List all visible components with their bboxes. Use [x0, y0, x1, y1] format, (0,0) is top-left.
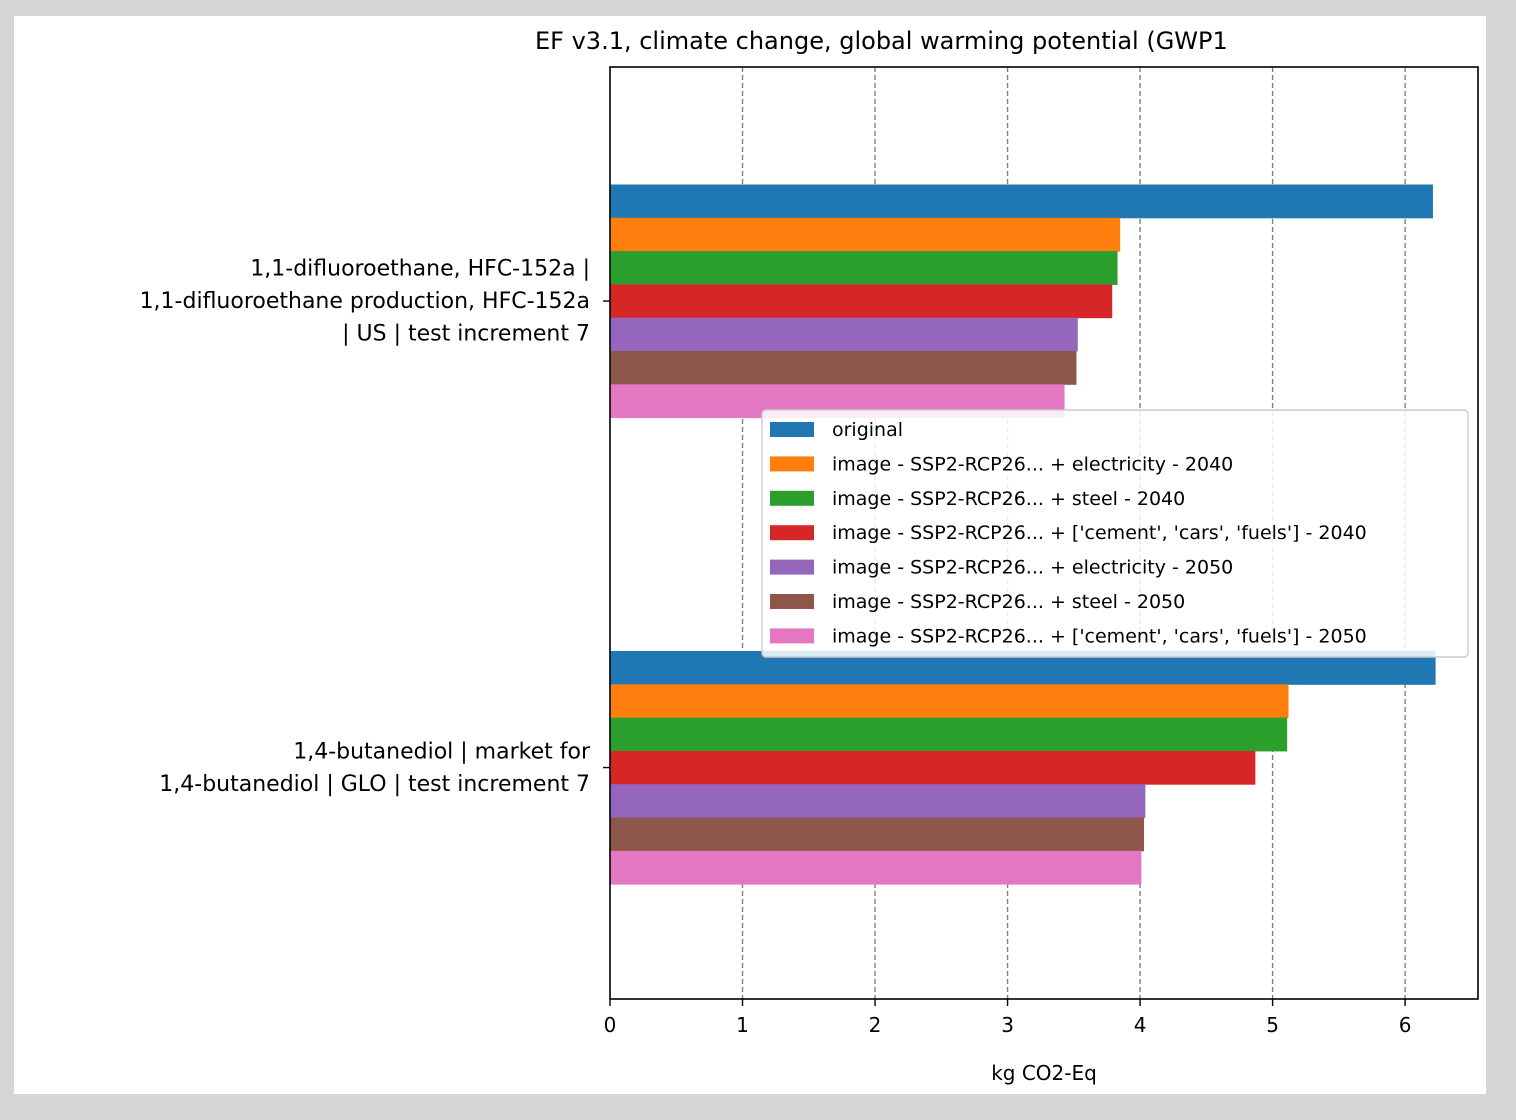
- legend-label: image - SSP2-RCP26... + steel - 2050: [832, 591, 1185, 613]
- x-axis-label: kg CO2-Eq: [991, 1061, 1097, 1085]
- bar: [610, 184, 1433, 219]
- bar: [610, 284, 1113, 319]
- legend-label: image - SSP2-RCP26... + electricity - 20…: [832, 557, 1233, 579]
- legend-box: [761, 409, 1469, 658]
- y-tick-label: | US | test increment 7: [342, 322, 590, 347]
- bar: [610, 850, 1142, 885]
- legend-swatch: [770, 559, 814, 575]
- bar: [610, 684, 1289, 719]
- legend-label: image - SSP2-RCP26... + electricity - 20…: [832, 453, 1233, 475]
- bar: [610, 717, 1288, 752]
- x-tick-label: 1: [736, 1013, 749, 1037]
- y-tick-label: 1,1-difluoroethane production, HFC-152a: [140, 289, 590, 314]
- x-tick-label: 5: [1266, 1013, 1279, 1037]
- plot-frame: [609, 66, 1479, 1000]
- bar: [610, 351, 1077, 385]
- x-tick-label: 3: [1001, 1013, 1014, 1037]
- legend-swatch: [770, 594, 814, 609]
- bar: [610, 217, 1121, 252]
- y-tick-label: 1,4-butanediol | market for: [293, 739, 591, 764]
- legend-label: image - SSP2-RCP26... + ['cement', 'cars…: [832, 625, 1367, 647]
- bar: [610, 817, 1145, 852]
- bar: [610, 750, 1256, 785]
- x-tick-label: 0: [604, 1013, 617, 1037]
- legend: original image - SSP2-RCP26... + electric…: [761, 409, 1469, 658]
- legend-label: image - SSP2-RCP26... + ['cement', 'cars…: [832, 522, 1367, 544]
- x-tick-label: 6: [1399, 1013, 1412, 1037]
- legend-swatch: [770, 456, 814, 472]
- legend-swatch: [770, 422, 814, 437]
- legend-label: image - SSP2-RCP26... + steel - 2040: [832, 488, 1185, 510]
- y-axis: 1,1-difluoroethane, HFC-152a | 1,1-difluo…: [140, 257, 610, 797]
- y-tick-label: 1,1-difluoroethane, HFC-152a |: [250, 257, 590, 282]
- bars: [610, 184, 1436, 885]
- legend-swatch: [770, 628, 814, 644]
- chart-title: EF v3.1, climate change, global warming …: [535, 27, 1228, 55]
- bar: [610, 784, 1146, 818]
- bar: [610, 251, 1118, 285]
- bar: [610, 317, 1078, 352]
- legend-swatch: [770, 490, 814, 506]
- legend-label: original: [832, 419, 903, 441]
- y-tick-label: 1,4-butanediol | GLO | test increment 7: [159, 772, 590, 797]
- x-tick-label: 4: [1134, 1013, 1147, 1037]
- legend-swatch: [770, 525, 814, 541]
- x-axis: 0 1 2 3 4 5 6: [604, 999, 1412, 1037]
- x-tick-label: 2: [869, 1013, 882, 1037]
